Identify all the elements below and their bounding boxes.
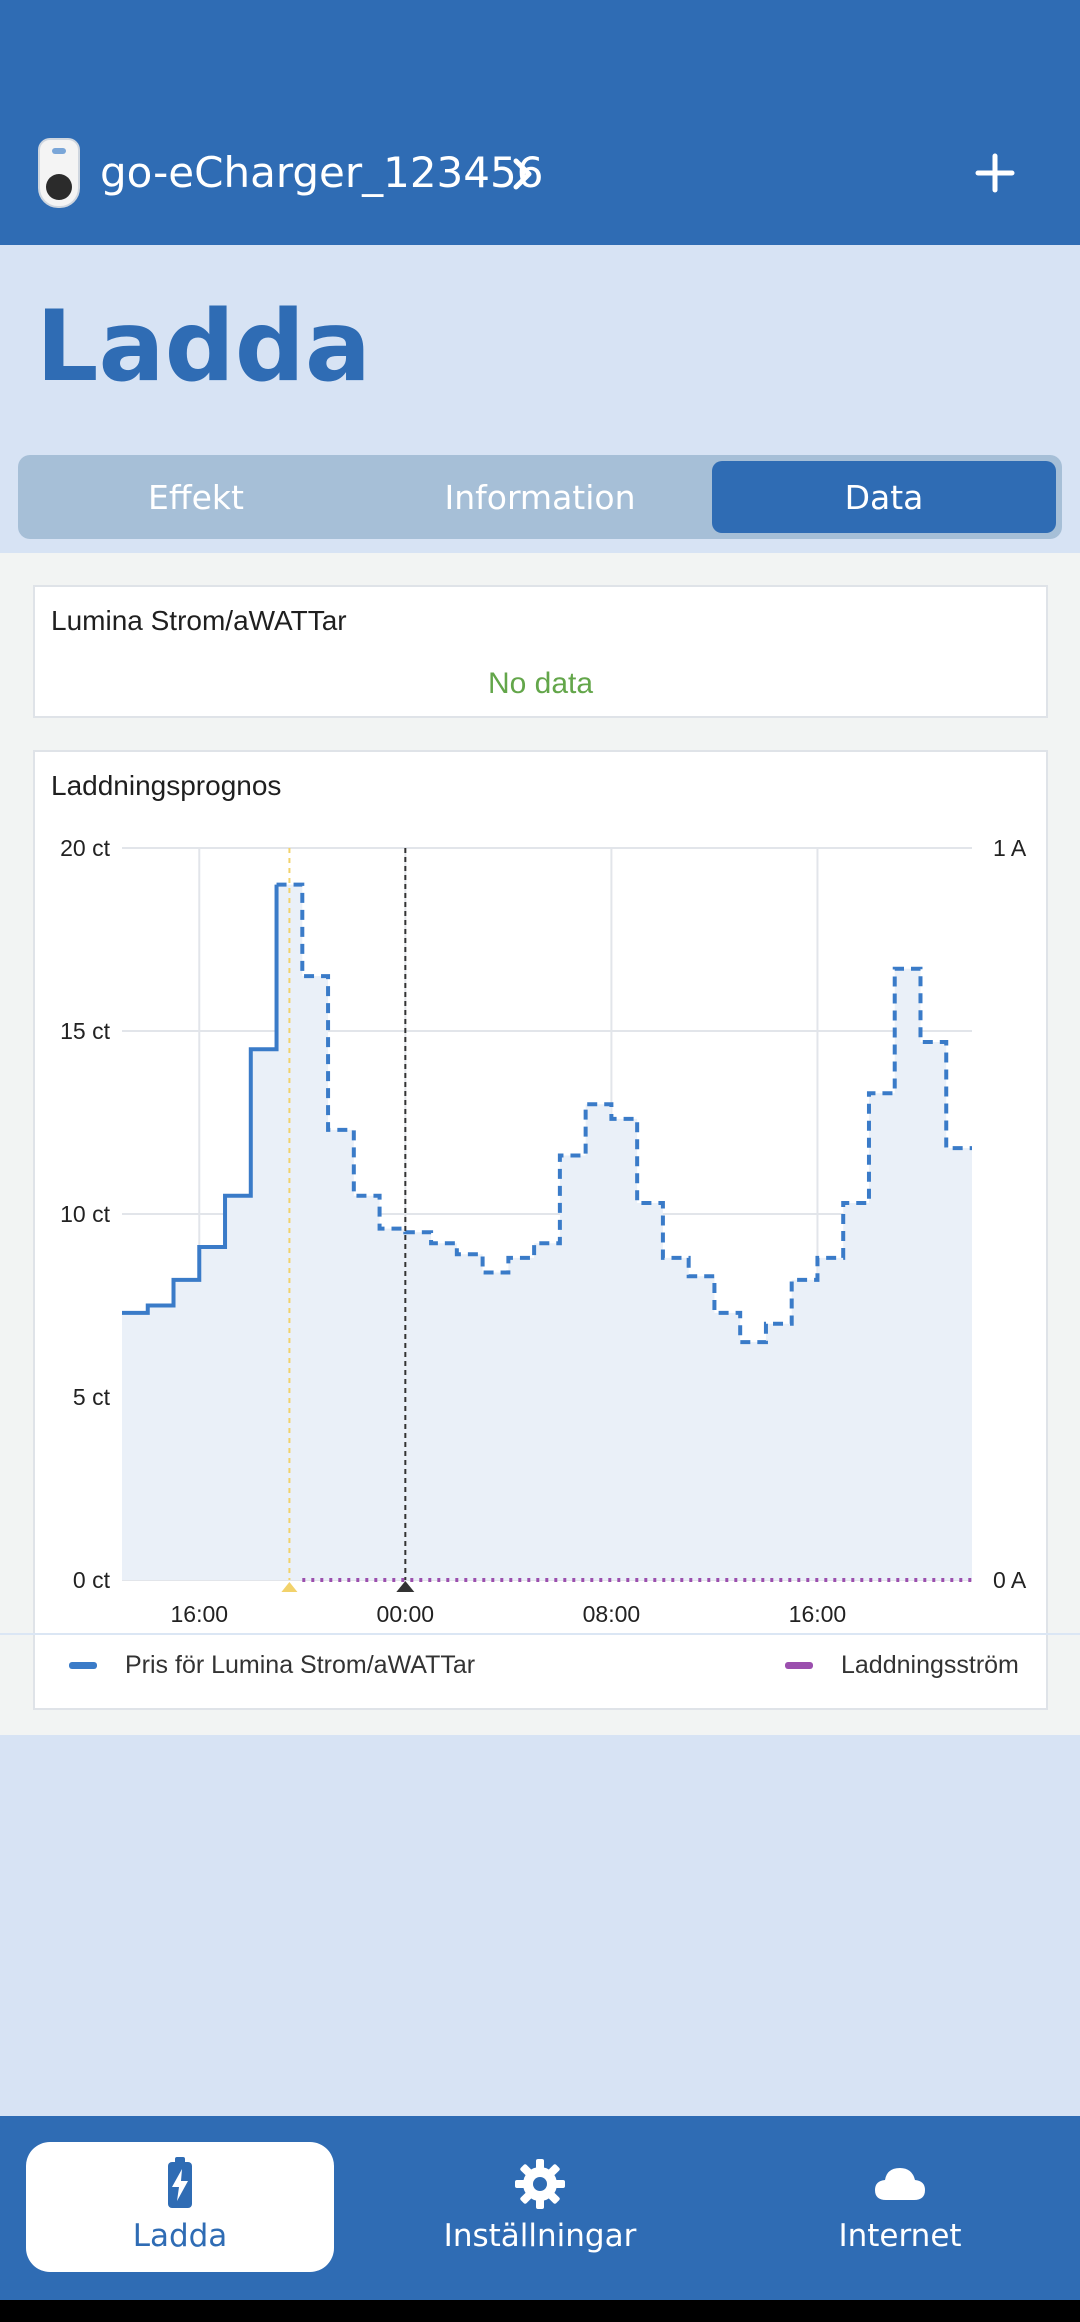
add-icon[interactable] [970,148,1020,198]
y-tick-label: 15 ct [60,1018,110,1044]
charger-device-icon[interactable] [38,138,80,208]
provider-card-title: Lumina Strom/aWATTar [51,605,347,636]
y-tick-label: 10 ct [60,1201,110,1227]
system-navigation-bar [0,2300,1080,2322]
y-right-tick-label: 0 A [993,1567,1027,1593]
device-name[interactable]: go-eCharger_123456 [100,148,544,197]
chevron-right-icon[interactable] [510,156,536,192]
tab-data[interactable]: Data [712,461,1056,533]
nav-label-installningar: Inställningar [443,2218,637,2254]
nav-internet[interactable]: Internet [746,2142,1054,2272]
y-tick-label: 5 ct [73,1384,111,1410]
page-title: Ladda [36,290,372,404]
x-tick-label: 08:00 [583,1601,641,1627]
tab-effekt[interactable]: Effekt [148,477,244,517]
nav-label-ladda: Ladda [132,2218,228,2254]
legend-label-price: Pris för Lumina Strom/aWATTar [125,1651,476,1679]
chart-legend: Pris för Lumina Strom/aWATTar Laddningss… [33,1633,1048,1713]
nav-installningar[interactable]: Inställningar [386,2142,694,2272]
forecast-card-title: Laddningsprognos [51,770,282,801]
legend-swatch-current [785,1662,813,1669]
app-bar: go-eCharger_123456 [0,0,1080,245]
x-tick-label: 16:00 [170,1601,228,1627]
cloud-icon [875,2168,925,2200]
midnight-marker-icon [396,1581,415,1592]
now-marker-icon [281,1582,298,1592]
legend-label-current: Laddningsström [841,1651,1019,1679]
nav-label-internet: Internet [838,2218,962,2254]
y-right-tick-label: 1 A [993,835,1027,861]
no-data-status: No data [487,667,594,700]
y-tick-label: 20 ct [60,835,110,861]
legend-swatch-price [69,1662,97,1669]
price-area-fill [122,884,972,1580]
x-tick-label: 16:00 [789,1601,847,1627]
price-line-actual [122,884,279,1315]
nav-ladda[interactable]: Ladda [26,2142,334,2272]
legend-item-price[interactable]: Pris för Lumina Strom/aWATTar [69,1651,475,1680]
x-tick-label: 00:00 [377,1601,435,1627]
battery-charging-icon [168,2157,192,2208]
y-tick-label: 0 ct [73,1567,111,1593]
gear-icon [515,2159,565,2209]
legend-item-current[interactable]: Laddningsström [785,1651,1019,1680]
provider-card: Lumina Strom/aWATTar No data [33,585,1048,718]
price-line-forecast [276,882,972,1345]
charger-socket-icon [46,174,72,200]
forecast-chart[interactable]: 20 ct 15 ct 10 ct 5 ct 0 ct 1 A 0 A 16:00 00:00 0… [0,0,1080,1640]
tab-information[interactable]: Information [444,477,636,517]
segmented-tabs: Effekt Information Data [18,455,1062,539]
charger-led-icon [52,148,66,154]
bottom-navigation: Ladda Inställningar Internet [0,2116,1080,2300]
